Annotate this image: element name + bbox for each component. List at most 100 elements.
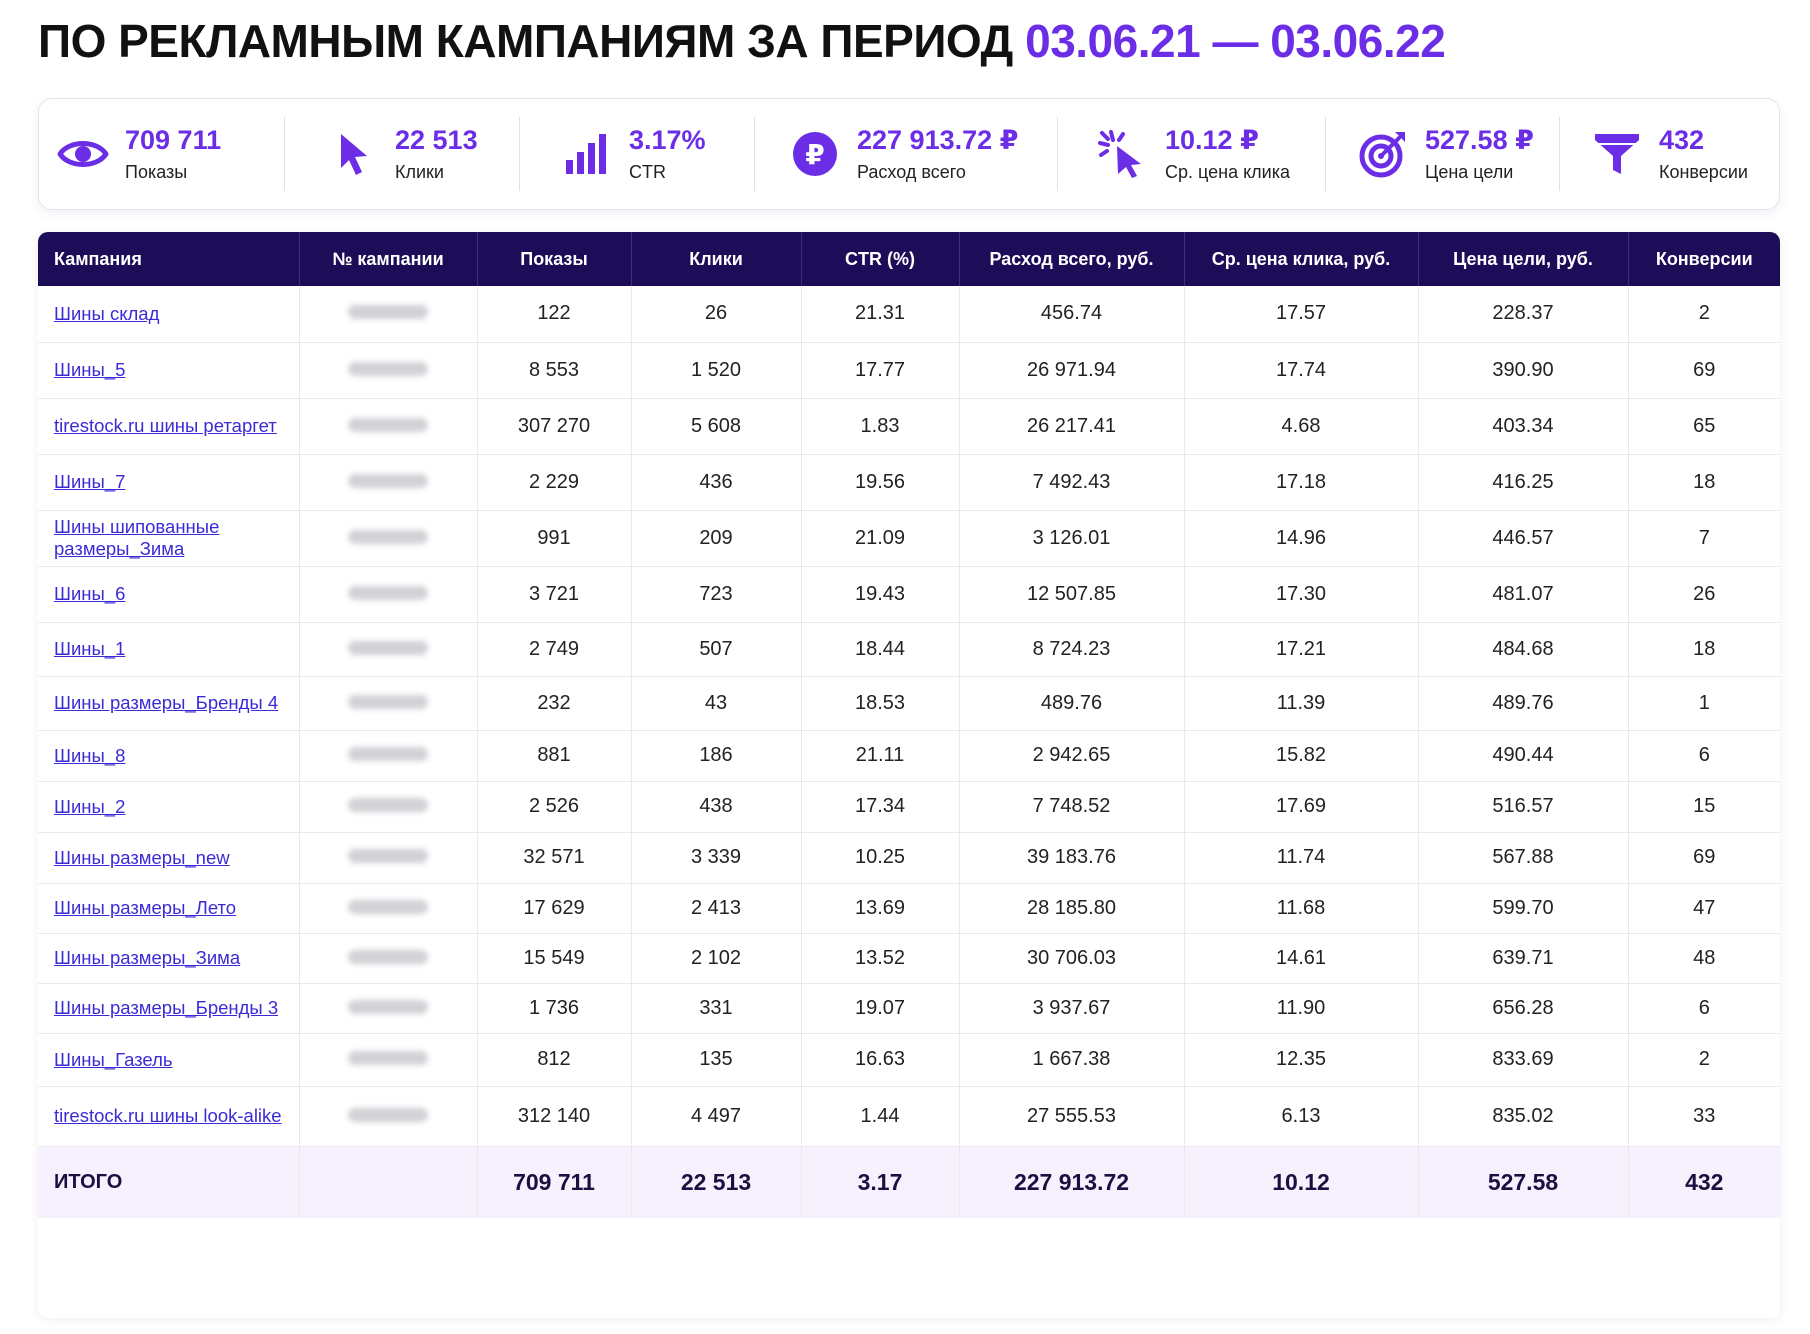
table-row: tirestock.ru шины look-alike 312 140 4 4… — [38, 1086, 1780, 1147]
spend-cell: 456.74 — [959, 286, 1185, 343]
campaign-link[interactable]: Шины размеры_Зима — [54, 947, 241, 968]
ctr-cell: 19.07 — [801, 983, 960, 1034]
kpi-divider — [754, 117, 755, 191]
kpi-clicks: 22 513 Клики — [325, 99, 478, 209]
cpa-cell: 833.69 — [1418, 1033, 1629, 1087]
campaign-link[interactable]: Шины_1 — [54, 638, 126, 659]
spend-cell: 2 942.65 — [959, 730, 1185, 782]
blurred-campaign-id — [348, 694, 428, 709]
campaign-link[interactable]: tirestock.ru шины ретаргет — [54, 415, 277, 436]
conversions-cell: 1 — [1628, 676, 1780, 731]
cpc-cell: 11.74 — [1184, 832, 1419, 884]
kpi-label: Расход всего — [857, 162, 966, 182]
cpc-cell: 17.18 — [1184, 454, 1419, 511]
campaign-link[interactable]: Шины размеры_Бренды 3 — [54, 997, 279, 1018]
campaign-link[interactable]: Шины_Газель — [54, 1048, 173, 1070]
table-row: Шины_Газель 812 135 16.63 1 667.38 12.35… — [38, 1033, 1780, 1087]
spend-cell: 26 217.41 — [959, 398, 1185, 455]
kpi-divider — [519, 117, 520, 191]
col-header-campaign: Кампания — [38, 232, 300, 286]
campaign-link[interactable]: Шины_2 — [54, 795, 126, 817]
bar-chart-icon — [559, 126, 615, 182]
clicks-cell: 186 — [631, 730, 802, 782]
col-header-ctr: CTR (%) — [801, 232, 960, 286]
blurred-campaign-id — [348, 585, 428, 600]
ctr-cell: 10.25 — [801, 832, 960, 884]
kpi-value: 227 913.72 ₽ — [857, 125, 1019, 155]
clicks-cell: 135 — [631, 1033, 802, 1087]
cpc-cell: 14.96 — [1184, 510, 1419, 567]
kpi-value: 10.12 ₽ — [1165, 125, 1259, 155]
clicks-cell: 438 — [631, 781, 802, 833]
campaign-id-cell — [299, 398, 478, 455]
total-label-cell: ИТОГО — [38, 1146, 300, 1218]
campaign-link[interactable]: Шины склад — [54, 302, 160, 324]
kpi-label: CTR — [629, 162, 666, 182]
campaign-link[interactable]: Шины_5 — [54, 359, 126, 380]
shows-cell: 2 749 — [477, 622, 632, 677]
shows-cell: 17 629 — [477, 883, 632, 934]
campaign-link[interactable]: Шины размеры_Бренды 4 — [54, 692, 279, 713]
campaign-id-cell — [299, 832, 478, 884]
col-header-clicks: Клики — [631, 232, 802, 286]
blurred-campaign-id — [348, 529, 428, 544]
campaign-link[interactable]: Шины размеры_Лето — [54, 897, 237, 918]
shows-cell: 122 — [477, 286, 632, 343]
cpc-cell: 6.13 — [1184, 1086, 1419, 1147]
conversions-cell: 6 — [1628, 983, 1780, 1034]
cpa-cell: 599.70 — [1418, 883, 1629, 934]
total-conversions-cell: 432 — [1628, 1146, 1780, 1218]
campaign-id-cell — [299, 983, 478, 1034]
kpi-value: 22 513 — [395, 125, 478, 155]
ctr-cell: 16.63 — [801, 1033, 960, 1087]
table-row: Шины_6 3 721 723 19.43 12 507.85 17.30 4… — [38, 566, 1780, 623]
total-cpc-cell: 10.12 — [1184, 1146, 1419, 1218]
kpi-divider — [284, 117, 285, 191]
campaign-link[interactable]: Шины шипованные размеры_Зима — [54, 516, 220, 559]
spend-cell: 489.76 — [959, 676, 1185, 731]
cpc-cell: 14.61 — [1184, 933, 1419, 984]
campaign-name-cell: Шины размеры_Зима — [38, 933, 300, 984]
campaign-id-cell — [299, 454, 478, 511]
total-ctr-cell: 3.17 — [801, 1146, 960, 1218]
blurred-campaign-id — [348, 798, 428, 812]
total-clicks-cell: 22 513 — [631, 1146, 802, 1218]
table-row: Шины_7 2 229 436 19.56 7 492.43 17.18 41… — [38, 454, 1780, 511]
campaign-id-cell — [299, 1033, 478, 1087]
campaign-id-cell — [299, 781, 478, 833]
campaign-id-cell — [299, 566, 478, 623]
blurred-campaign-id — [348, 640, 428, 655]
ctr-cell: 1.83 — [801, 398, 960, 455]
kpi-cpa: 527.58 ₽ Цена цели — [1355, 99, 1534, 209]
table-row: Шины размеры_Лето 17 629 2 413 13.69 28 … — [38, 883, 1780, 934]
campaign-link[interactable]: Шины_8 — [54, 744, 126, 766]
cpa-cell: 390.90 — [1418, 342, 1629, 399]
col-header-spend: Расход всего, руб. — [959, 232, 1185, 286]
total-shows-cell: 709 711 — [477, 1146, 632, 1218]
shows-cell: 2 229 — [477, 454, 632, 511]
col-header-cpa: Цена цели, руб. — [1418, 232, 1629, 286]
campaign-link[interactable]: Шины_7 — [54, 471, 126, 492]
blurred-campaign-id — [348, 999, 428, 1014]
cpc-cell: 17.57 — [1184, 286, 1419, 343]
shows-cell: 8 553 — [477, 342, 632, 399]
campaign-name-cell: Шины_8 — [38, 730, 300, 782]
spend-cell: 30 706.03 — [959, 933, 1185, 984]
clicks-cell: 723 — [631, 566, 802, 623]
campaign-link[interactable]: tirestock.ru шины look-alike — [54, 1105, 282, 1126]
clicks-cell: 43 — [631, 676, 802, 731]
ctr-cell: 19.43 — [801, 566, 960, 623]
title-main: ПО РЕКЛАМНЫМ КАМПАНИЯМ ЗА ПЕРИОД — [38, 15, 1013, 67]
clicks-cell: 26 — [631, 286, 802, 343]
kpi-value: 3.17% — [629, 125, 706, 155]
page-title: ПО РЕКЛАМНЫМ КАМПАНИЯМ ЗА ПЕРИОД 03.06.2… — [38, 14, 1446, 68]
campaign-link[interactable]: Шины размеры_new — [54, 846, 230, 868]
table-row: Шины_5 8 553 1 520 17.77 26 971.94 17.74… — [38, 342, 1780, 399]
svg-text:₽: ₽ — [805, 138, 824, 171]
campaign-name-cell: Шины_1 — [38, 622, 300, 677]
campaign-link[interactable]: Шины_6 — [54, 583, 126, 604]
kpi-ctr: 3.17% CTR — [559, 99, 706, 209]
col-header-shows: Показы — [477, 232, 632, 286]
ctr-cell: 18.44 — [801, 622, 960, 677]
table-row: Шины шипованные размеры_Зима 991 209 21.… — [38, 510, 1780, 567]
